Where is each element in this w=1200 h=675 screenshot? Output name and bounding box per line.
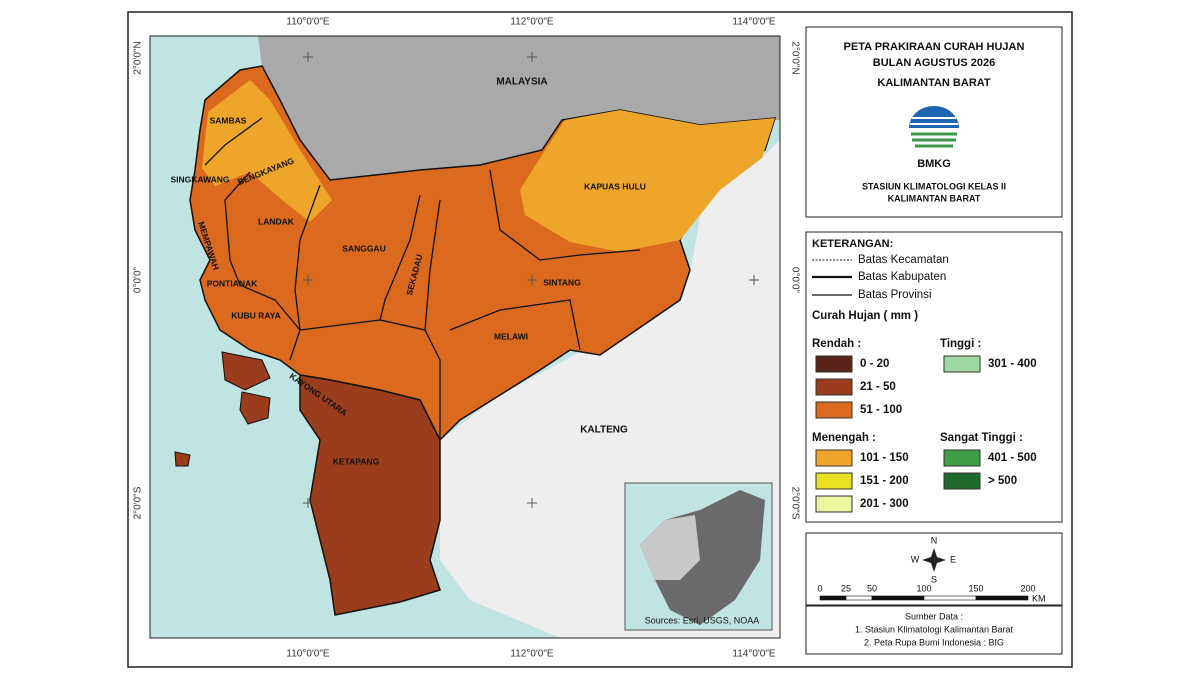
scale-segment — [923, 595, 977, 601]
graticule-crosses — [303, 52, 759, 508]
legend-swatch — [815, 449, 853, 467]
legend-group: Menengah : — [812, 432, 876, 444]
graticule-label: 112°0'0"E — [510, 649, 554, 660]
region-label: KAPUAS HULU — [584, 181, 646, 191]
legend-swatch — [815, 378, 853, 396]
region-label: MELAWI — [494, 331, 528, 341]
compass-letter: W — [911, 554, 920, 564]
scale-segment — [975, 595, 1029, 601]
legend-label: 21 - 50 — [860, 381, 896, 393]
light-north — [202, 80, 332, 222]
legend-swatch — [815, 472, 853, 490]
ketapang — [299, 374, 441, 616]
boundary-lines — [812, 259, 852, 296]
graticule-label: 0°0'0" — [789, 267, 800, 294]
legend-swatch — [815, 495, 853, 513]
station-line: STASIUN KLIMATOLOGI KELAS II — [862, 181, 1006, 191]
map — [150, 36, 780, 638]
scale-label: 50 — [867, 583, 877, 593]
compass-letter: N — [931, 535, 938, 545]
source-item: 2. Peta Rupa Bumi Indonesia : BIG — [864, 637, 1004, 647]
graticule-label: 110°0'0"E — [286, 649, 330, 660]
region-label: MALAYSIA — [496, 77, 547, 88]
title-line: PETA PRAKIRAAN CURAH HUJAN — [844, 41, 1025, 53]
legend-label: 51 - 100 — [860, 404, 902, 416]
legend-label: 201 - 300 — [860, 498, 909, 510]
region-label: LANDAK — [258, 216, 295, 226]
source-item: 1. Stasiun Klimatologi Kalimantan Barat — [855, 624, 1014, 634]
bmkg-logo — [909, 106, 959, 148]
scale-label: 25 — [841, 583, 851, 593]
region-label: KALTENG — [580, 425, 628, 436]
legend-subtitle: Curah Hujan ( mm ) — [812, 310, 918, 322]
legend-group: Tinggi : — [940, 338, 981, 350]
graticule-label: 2°0'0"N — [789, 41, 800, 74]
source-heading: Sumber Data : — [905, 611, 963, 621]
inset-kalbar — [640, 515, 700, 580]
boundary-label: Batas Kabupaten — [858, 271, 946, 283]
map-frame — [149, 35, 781, 639]
legend-group: Sangat Tinggi : — [940, 432, 1023, 444]
legend-label: 101 - 150 — [860, 452, 909, 464]
scale-label: 100 — [916, 583, 931, 593]
region-label: SINGKAWANG — [170, 174, 229, 184]
compass-letter: S — [931, 574, 937, 584]
scale-label: 200 — [1020, 583, 1035, 593]
scale-segment — [819, 595, 847, 601]
source-box — [805, 605, 1063, 655]
compass — [922, 548, 946, 572]
boundary-label: Batas Provinsi — [858, 289, 932, 301]
title-line: BULAN AGUSTUS 2026 — [873, 57, 995, 69]
legend-heading: KETERANGAN: — [812, 238, 893, 250]
legend-swatch — [815, 355, 853, 373]
graticule-label: 114°0'0"E — [732, 17, 776, 28]
legend-swatch — [815, 401, 853, 419]
scale-segment — [871, 595, 925, 601]
scale-unit: KM — [1032, 593, 1046, 603]
region-label: SANGGAU — [342, 243, 385, 253]
title-line: KALIMANTAN BARAT — [877, 77, 991, 89]
legend-label: 0 - 20 — [860, 358, 889, 370]
compass-letter: E — [950, 554, 956, 564]
graticule-label: 2°0'0"S — [133, 486, 144, 519]
legend-label: 301 - 400 — [988, 358, 1037, 370]
region-label: KUBU RAYA — [231, 310, 280, 320]
legend-swatch — [943, 449, 981, 467]
district-borders — [204, 117, 641, 440]
station-line: KALIMANTAN BARAT — [888, 193, 981, 203]
logo-text: BMKG — [917, 158, 951, 170]
legend-label: > 500 — [988, 475, 1017, 487]
graticule-label: 110°0'0"E — [286, 17, 330, 28]
light-east — [520, 110, 775, 252]
legend-label: 401 - 500 — [988, 452, 1037, 464]
scale-label: 0 — [817, 583, 822, 593]
region-label: KETAPANG — [333, 456, 380, 466]
legend-label: 151 - 200 — [860, 475, 909, 487]
malaysia — [258, 36, 780, 180]
graticule-label: 2°0'0"S — [789, 487, 800, 520]
scale-label: 150 — [968, 583, 983, 593]
legend-group: Rendah : — [812, 338, 861, 350]
legend-swatch — [943, 472, 981, 490]
region-label: SAMBAS — [210, 115, 247, 125]
region-label: SINTANG — [543, 277, 581, 287]
graticule-label: 0°0'0" — [133, 266, 144, 293]
islands — [174, 351, 271, 467]
region-label: PONTIANAK — [207, 278, 258, 288]
scale-segment — [845, 595, 873, 601]
graticule-label: 2°0'0"N — [133, 41, 144, 74]
graticule-label: 112°0'0"E — [510, 17, 554, 28]
attribution: Sources: Esri, USGS, NOAA — [645, 615, 760, 625]
legend-swatch — [943, 355, 981, 373]
graticule-label: 114°0'0"E — [732, 649, 776, 660]
boundary-label: Batas Kecamatan — [858, 254, 949, 266]
